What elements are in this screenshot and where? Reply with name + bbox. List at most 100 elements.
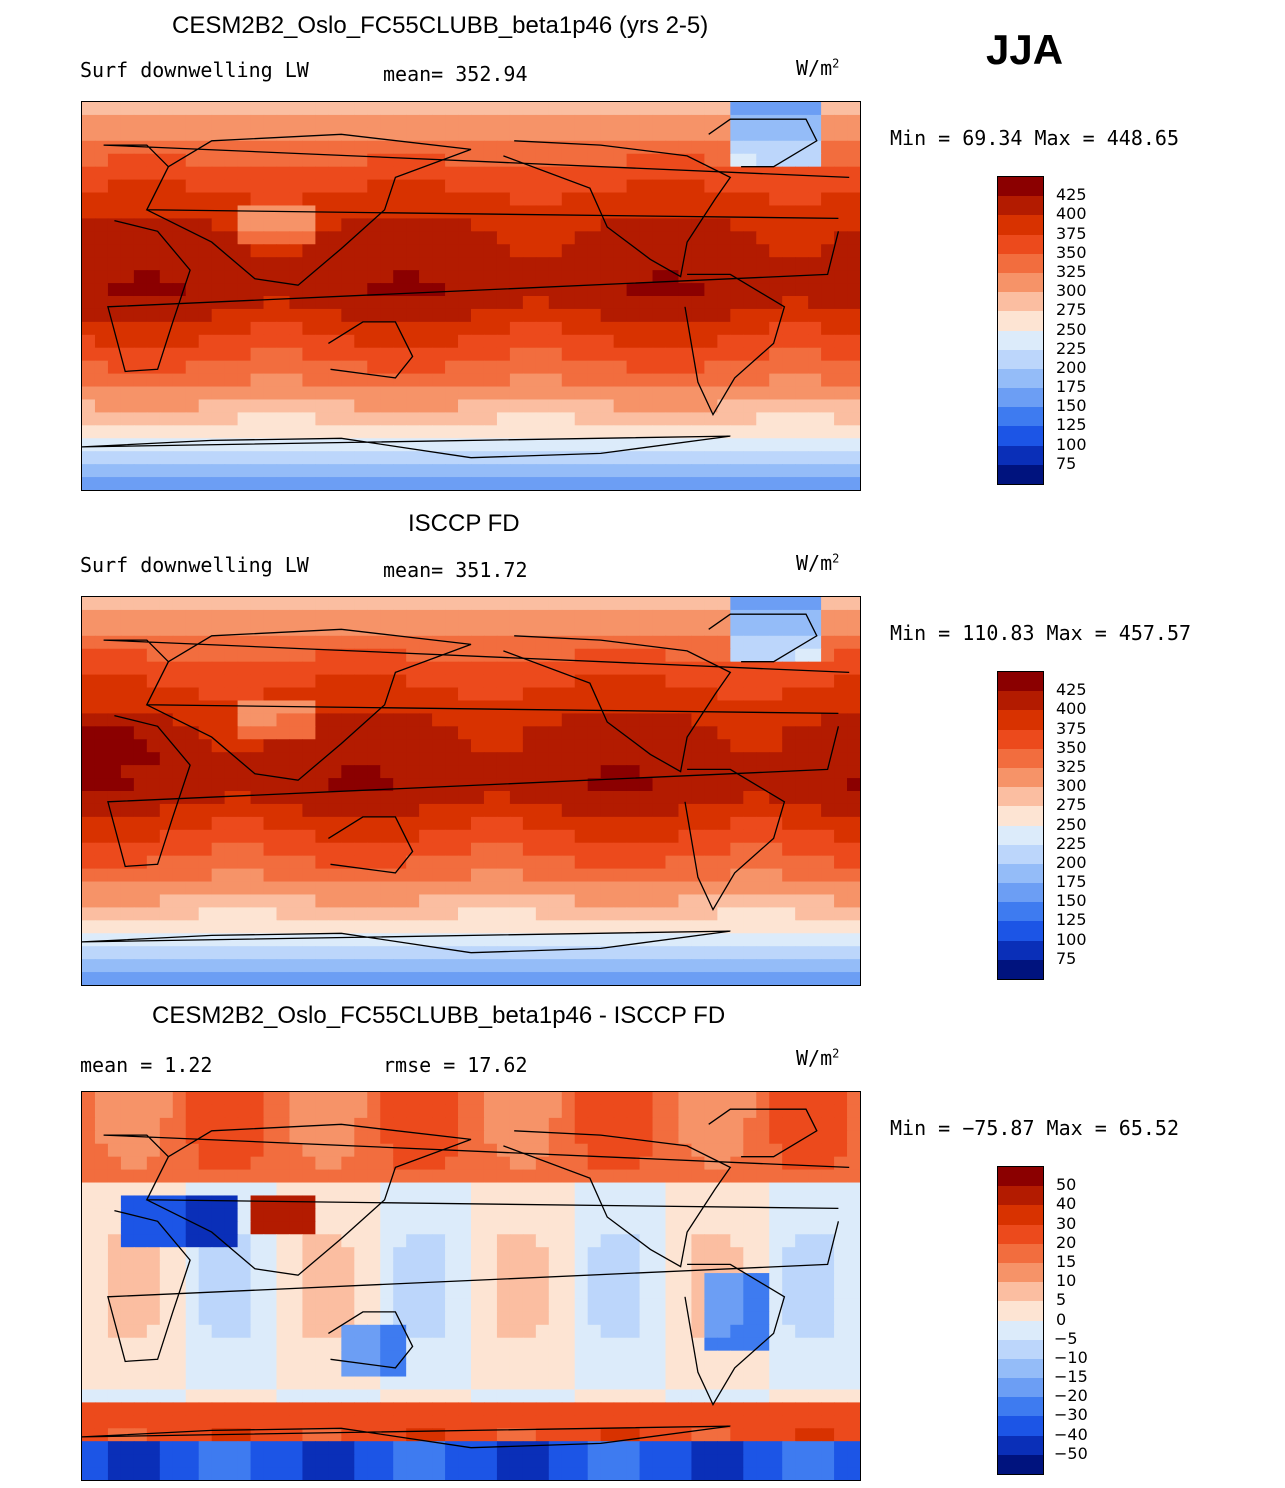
map-cell (535, 192, 550, 207)
map-cell (250, 386, 265, 401)
map-cell (471, 231, 485, 245)
map-cell (717, 1117, 731, 1132)
map-cell (834, 127, 848, 142)
map-cell (276, 1247, 291, 1261)
map-cell (743, 334, 757, 349)
map-cell (133, 373, 148, 388)
map-cell (406, 946, 420, 960)
map-cell (769, 972, 783, 985)
map-cell (120, 205, 135, 219)
map-cell (730, 1298, 744, 1313)
map-cell (522, 334, 537, 349)
map-cell (276, 296, 291, 310)
map-cell (146, 881, 161, 896)
map-cell (159, 1182, 174, 1197)
map-cell (522, 1298, 537, 1313)
map-cell (756, 283, 770, 297)
map-cell (678, 334, 693, 349)
map-cell (224, 635, 239, 650)
map-cell (535, 257, 550, 271)
map-cell (704, 842, 718, 857)
map-cell (834, 166, 848, 181)
map-cell (198, 373, 213, 388)
map-cell (107, 1350, 122, 1365)
map-cell (276, 635, 291, 650)
map-cell (211, 597, 226, 611)
map-cell (289, 907, 304, 921)
map-cell (146, 360, 161, 375)
map-cell (471, 1117, 485, 1132)
map-cell (678, 296, 693, 310)
map-cell (483, 648, 498, 663)
map-cell (756, 1286, 770, 1300)
panel-3-title: CESM2B2_Oslo_FC55CLUBB_beta1p46 - ISCCP … (152, 1002, 726, 1029)
map-cell (756, 894, 770, 908)
map-cell (367, 1311, 381, 1326)
map-cell (263, 842, 278, 857)
map-cell (769, 451, 783, 465)
map-cell (94, 127, 109, 142)
map-cell (120, 179, 135, 194)
map-cell (185, 114, 200, 129)
map-cell (367, 179, 381, 194)
map-cell (380, 1208, 394, 1222)
map-cell (678, 438, 693, 452)
map-cell (237, 1311, 252, 1326)
map-cell (445, 816, 459, 831)
map-cell (289, 778, 304, 792)
map-cell (665, 726, 680, 740)
map-cell (263, 803, 278, 818)
map-cell (509, 270, 524, 284)
map-cell (743, 360, 757, 375)
map-cell (665, 868, 680, 883)
map-cell (367, 102, 381, 116)
map-cell (652, 829, 667, 844)
map-cell (522, 102, 537, 116)
map-cell (535, 1092, 550, 1106)
map-cell (626, 855, 641, 870)
map-cell (471, 765, 485, 779)
map-cell (730, 1182, 744, 1197)
map-cell (289, 635, 304, 650)
map-cell (730, 1337, 744, 1352)
map-cell (561, 192, 576, 207)
map-cell (419, 296, 433, 310)
map-cell (406, 1221, 420, 1235)
map-cell (626, 791, 641, 805)
map-cell (328, 102, 342, 116)
map-cell (432, 1311, 446, 1326)
map-cell (808, 1324, 822, 1339)
map-cell (146, 1298, 161, 1313)
map-cell (795, 477, 809, 490)
map-cell (665, 1221, 680, 1235)
map-cell (509, 231, 524, 245)
map-cell (354, 412, 368, 426)
map-cell (471, 464, 485, 478)
map-cell (82, 1092, 96, 1106)
map-cell (821, 1260, 835, 1274)
map-cell (328, 855, 342, 870)
map-cell (535, 1117, 550, 1132)
map-cell (613, 1156, 628, 1171)
map-cell (224, 1208, 239, 1222)
units-base: W/m (796, 1046, 833, 1070)
map-cell (821, 778, 835, 792)
map-cell (678, 972, 693, 985)
map-cell (380, 140, 394, 155)
map-cell (276, 179, 291, 194)
map-cell (107, 739, 122, 753)
map-cell (380, 1182, 394, 1197)
map-cell (691, 102, 705, 116)
coastline (103, 144, 850, 220)
map-cell (847, 803, 860, 818)
map-cell (159, 1363, 174, 1378)
map-cell (821, 1247, 835, 1261)
map-cell (483, 1156, 498, 1171)
map-cell (756, 713, 770, 727)
map-cell (315, 1337, 329, 1352)
map-cell (315, 687, 329, 702)
map-cell (172, 451, 187, 465)
map-cell (445, 166, 459, 181)
map-cell (613, 1247, 628, 1261)
map-cell (834, 1117, 848, 1132)
